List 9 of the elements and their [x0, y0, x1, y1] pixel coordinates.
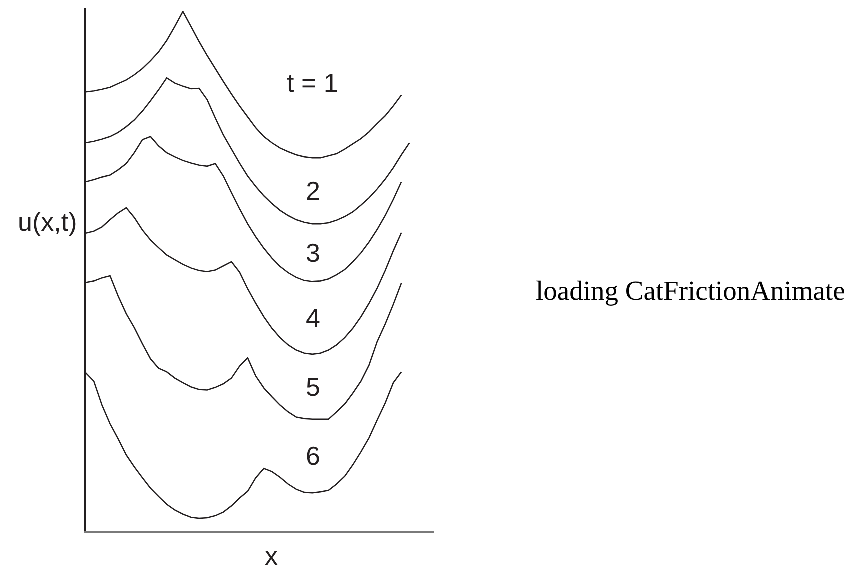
- series-label: 4: [306, 303, 320, 333]
- x-axis-title: x: [265, 541, 278, 571]
- series-label: 6: [306, 441, 320, 471]
- series-label: 5: [306, 372, 320, 402]
- y-axis-title: u(x,t): [18, 207, 78, 237]
- series-label: t = 1: [287, 68, 338, 98]
- series-label: 3: [306, 238, 320, 268]
- text: loading CatFrictionAnimate: [536, 275, 846, 306]
- series-label: 2: [306, 176, 320, 206]
